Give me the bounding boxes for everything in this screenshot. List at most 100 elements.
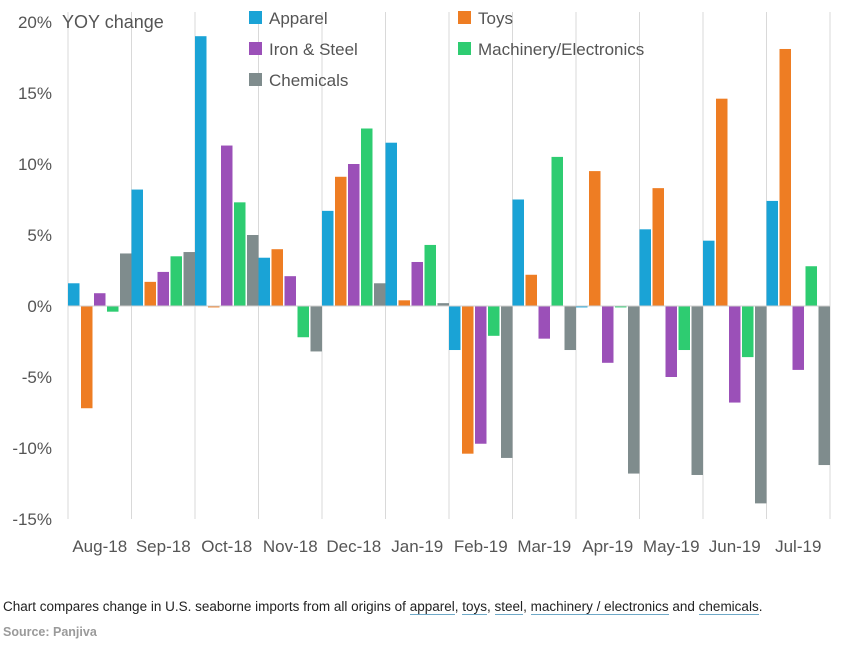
bar-chemicals-mar-19 xyxy=(564,306,576,351)
bar-iron-steel-may-19 xyxy=(665,306,677,377)
bar-iron-steel-aug-18 xyxy=(94,293,106,306)
y-tick-label: -15% xyxy=(12,510,52,529)
bar-iron-steel-mar-19 xyxy=(538,306,550,339)
bar-toys-may-19 xyxy=(652,188,664,306)
bar-iron-steel-feb-19 xyxy=(475,306,487,444)
bar-apparel-apr-19 xyxy=(576,306,588,308)
legend-swatch xyxy=(458,11,471,24)
y-tick-label: 5% xyxy=(27,226,52,245)
legend-swatch xyxy=(249,42,262,55)
bar-machinery-electronics-feb-19 xyxy=(488,306,500,336)
y-tick-label: -10% xyxy=(12,439,52,458)
bar-machinery-electronics-sep-18 xyxy=(170,256,182,306)
bar-apparel-mar-19 xyxy=(512,199,524,306)
bar-machinery-electronics-apr-19 xyxy=(615,306,627,308)
bar-iron-steel-oct-18 xyxy=(221,145,233,306)
y-tick-label: -5% xyxy=(22,368,52,387)
bar-chemicals-aug-18 xyxy=(120,253,132,306)
x-tick-label: May-19 xyxy=(643,537,700,556)
bar-iron-steel-apr-19 xyxy=(602,306,614,363)
bar-iron-steel-jun-19 xyxy=(729,306,741,403)
bar-apparel-sep-18 xyxy=(131,189,143,306)
bar-iron-steel-sep-18 xyxy=(157,271,169,306)
legend-label: Machinery/Electronics xyxy=(478,40,644,59)
bar-toys-feb-19 xyxy=(462,306,474,454)
bar-apparel-dec-18 xyxy=(322,210,334,306)
bar-apparel-may-19 xyxy=(639,229,651,306)
y-tick-label: 10% xyxy=(18,155,52,174)
caption-prefix: Chart compares change in U.S. seaborne i… xyxy=(3,599,410,614)
x-tick-label: Oct-18 xyxy=(201,537,252,556)
bar-toys-jun-19 xyxy=(716,98,728,307)
bar-machinery-electronics-mar-19 xyxy=(551,156,563,306)
caption-link-chemicals[interactable]: chemicals xyxy=(698,599,759,615)
x-tick-label: Dec-18 xyxy=(326,537,381,556)
bar-iron-steel-jul-19 xyxy=(792,306,804,370)
bar-chemicals-may-19 xyxy=(691,306,703,475)
x-tick-label: Nov-18 xyxy=(263,537,318,556)
bar-chemicals-oct-18 xyxy=(247,235,259,306)
x-tick-label: Sep-18 xyxy=(136,537,191,556)
x-tick-label: Apr-19 xyxy=(582,537,633,556)
bar-machinery-electronics-dec-18 xyxy=(361,128,373,306)
bar-apparel-jul-19 xyxy=(766,200,778,306)
bar-machinery-electronics-jun-19 xyxy=(742,306,754,358)
x-tick-label: Jul-19 xyxy=(775,537,821,556)
x-tick-label: Jan-19 xyxy=(391,537,443,556)
bar-chemicals-dec-18 xyxy=(374,283,386,306)
x-tick-label: Feb-19 xyxy=(454,537,508,556)
caption-link-steel[interactable]: steel xyxy=(494,599,524,615)
bar-machinery-electronics-oct-18 xyxy=(234,202,246,306)
caption-separator: , xyxy=(454,599,463,614)
y-tick-label: 20% xyxy=(18,13,52,32)
x-axis-ticks: Aug-18 Sep-18 Oct-18 Nov-18 Dec-18 Jan-19 Feb-… xyxy=(72,537,821,556)
caption-link-machinery[interactable]: machinery / electronics xyxy=(530,599,669,615)
legend-label: Iron & Steel xyxy=(269,40,358,59)
bar-machinery-electronics-may-19 xyxy=(678,306,690,351)
bar-toys-oct-18 xyxy=(208,306,220,308)
bar-toys-aug-18 xyxy=(81,306,93,409)
y-axis-label: YOY change xyxy=(62,12,164,32)
bar-iron-steel-dec-18 xyxy=(348,164,360,306)
legend-label: Chemicals xyxy=(269,71,348,90)
bar-machinery-electronics-aug-18 xyxy=(107,306,119,312)
y-axis-ticks: 20% 15% 10% 5% 0% -5% -10% -15% xyxy=(12,13,52,529)
bar-chemicals-nov-18 xyxy=(310,306,322,352)
caption-link-apparel[interactable]: apparel xyxy=(409,599,455,615)
bar-apparel-jan-19 xyxy=(385,142,397,306)
chart-caption: Chart compares change in U.S. seaborne i… xyxy=(3,599,763,615)
bar-toys-apr-19 xyxy=(589,171,601,306)
source-note: Source: Panjiva xyxy=(3,625,97,639)
caption-suffix: . xyxy=(758,599,763,614)
bar-toys-jan-19 xyxy=(398,300,410,306)
caption-link-toys[interactable]: toys xyxy=(462,599,488,615)
x-tick-label: Mar-19 xyxy=(517,537,571,556)
bar-apparel-oct-18 xyxy=(195,36,207,306)
bar-machinery-electronics-nov-18 xyxy=(297,306,309,338)
bar-apparel-aug-18 xyxy=(68,283,80,306)
caption-separator: , xyxy=(523,599,531,614)
bar-apparel-nov-18 xyxy=(258,257,270,306)
legend-label: Toys xyxy=(478,9,513,28)
caption-separator: , xyxy=(487,599,495,614)
x-tick-label: Jun-19 xyxy=(709,537,761,556)
bar-chemicals-jul-19 xyxy=(818,306,830,466)
x-tick-label: Aug-18 xyxy=(72,537,127,556)
bar-toys-dec-18 xyxy=(335,176,347,306)
gridlines xyxy=(67,12,831,519)
bar-chemicals-sep-18 xyxy=(183,252,195,306)
legend-label: Apparel xyxy=(269,9,328,28)
bar-toys-jul-19 xyxy=(779,48,791,306)
legend: Apparel Toys Iron & Steel Machinery/Electro… xyxy=(249,9,644,90)
bar-chemicals-feb-19 xyxy=(501,306,513,458)
bar-chemicals-jun-19 xyxy=(755,306,767,504)
bar-iron-steel-jan-19 xyxy=(411,261,423,306)
caption-separator: and xyxy=(668,599,699,614)
bar-iron-steel-nov-18 xyxy=(284,276,296,306)
bar-machinery-electronics-jan-19 xyxy=(424,244,436,306)
bar-apparel-feb-19 xyxy=(449,306,461,351)
bar-toys-nov-18 xyxy=(271,249,283,306)
legend-swatch xyxy=(249,73,262,86)
bar-toys-mar-19 xyxy=(525,274,537,306)
bar-machinery-electronics-jul-19 xyxy=(805,266,817,306)
